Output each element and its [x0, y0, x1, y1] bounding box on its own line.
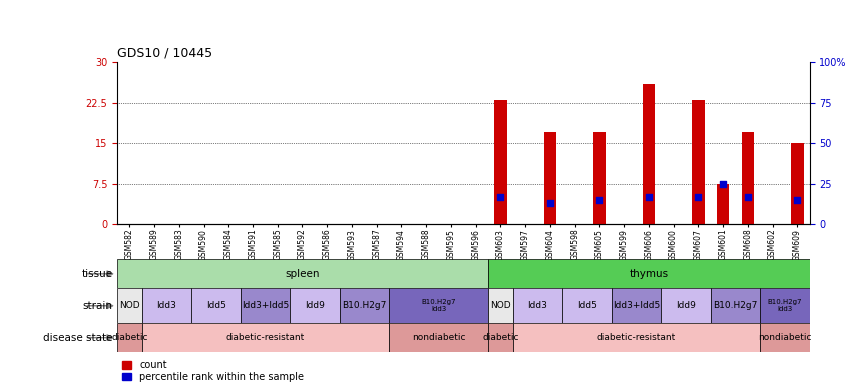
Bar — [662, 288, 711, 323]
Bar — [488, 259, 810, 288]
Bar — [191, 288, 241, 323]
Point — [791, 197, 805, 203]
Bar — [792, 143, 804, 224]
Bar — [488, 288, 513, 323]
Text: diabetic: diabetic — [482, 333, 519, 342]
Bar — [692, 100, 705, 224]
Point — [494, 194, 507, 200]
Bar — [142, 288, 191, 323]
Text: Idd3: Idd3 — [157, 301, 177, 310]
Text: spleen: spleen — [285, 269, 320, 279]
Bar — [593, 132, 605, 224]
Text: Idd3: Idd3 — [527, 301, 547, 310]
Bar — [760, 288, 810, 323]
Bar — [562, 288, 611, 323]
Bar — [241, 288, 290, 323]
Bar — [389, 288, 488, 323]
Text: NOD: NOD — [490, 301, 511, 310]
Bar — [760, 323, 810, 352]
Text: GDS10 / 10445: GDS10 / 10445 — [117, 46, 212, 59]
Text: Idd5: Idd5 — [577, 301, 597, 310]
Bar — [643, 84, 655, 224]
Text: Idd9: Idd9 — [676, 301, 696, 310]
Text: NOD: NOD — [119, 301, 139, 310]
Text: B10.H2g7
Idd3: B10.H2g7 Idd3 — [768, 299, 802, 312]
Bar — [117, 259, 488, 288]
Text: Idd9: Idd9 — [305, 301, 325, 310]
Bar — [544, 132, 556, 224]
Text: thymus: thymus — [630, 269, 669, 279]
Point — [543, 200, 557, 206]
Legend: count, percentile rank within the sample: count, percentile rank within the sample — [122, 360, 304, 382]
Text: Idd3+Idd5: Idd3+Idd5 — [613, 301, 660, 310]
Point — [642, 194, 656, 200]
Point — [741, 194, 755, 200]
Bar — [611, 288, 662, 323]
Text: B10.H2g7: B10.H2g7 — [342, 301, 386, 310]
Text: tissue: tissue — [81, 269, 113, 279]
Bar — [513, 288, 562, 323]
Bar — [513, 323, 760, 352]
Bar — [389, 323, 488, 352]
Bar — [117, 288, 142, 323]
Text: nondiabetic: nondiabetic — [412, 333, 465, 342]
Text: diabetic-resistant: diabetic-resistant — [226, 333, 305, 342]
Text: B10.H2g7
Idd3: B10.H2g7 Idd3 — [422, 299, 456, 312]
Text: Idd5: Idd5 — [206, 301, 226, 310]
Text: diabetic-resistant: diabetic-resistant — [597, 333, 676, 342]
Text: Idd3+Idd5: Idd3+Idd5 — [242, 301, 289, 310]
Bar — [717, 184, 729, 224]
Bar — [488, 323, 513, 352]
Text: diabetic: diabetic — [111, 333, 147, 342]
Text: nondiabetic: nondiabetic — [759, 333, 811, 342]
Point — [592, 197, 606, 203]
Point — [691, 194, 705, 200]
Bar — [339, 288, 389, 323]
Point — [716, 181, 730, 187]
Text: strain: strain — [82, 301, 113, 311]
Bar — [741, 132, 754, 224]
Bar — [290, 288, 339, 323]
Bar — [711, 288, 760, 323]
Text: disease state: disease state — [43, 333, 113, 342]
Bar — [117, 323, 142, 352]
Text: B10.H2g7: B10.H2g7 — [714, 301, 758, 310]
Bar — [494, 100, 507, 224]
Bar — [142, 323, 389, 352]
